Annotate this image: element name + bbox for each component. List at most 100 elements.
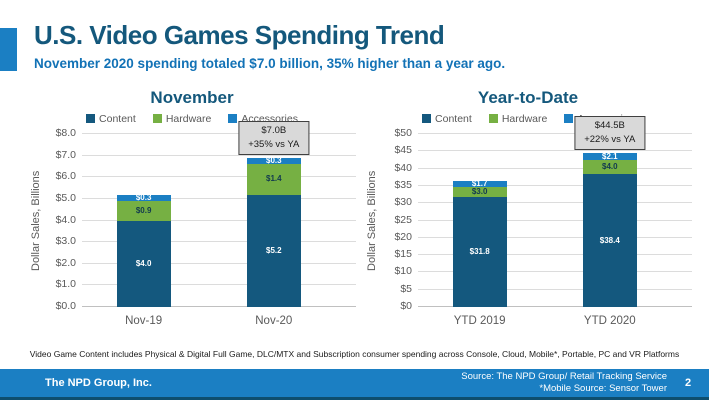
footer-bar: The NPD Group, Inc. Source: The NPD Grou… [0,369,709,400]
gridline [82,219,356,221]
chart-title: Year-to-Date [477,88,579,107]
bar-segment-label: $0.3 [266,156,282,166]
y-tick-label: $4.0 [55,213,76,226]
bar-ytd-2020: $38.4 $4.0 $2.1 [582,134,637,307]
y-axis-title: Dollar Sales, Billions [366,170,378,271]
bar-nov-19: $4.0 $0.9 $0.3 [116,134,171,307]
bar-segment-label: $4.0 [135,258,152,268]
bar-segment-label: $38.4 [599,235,620,245]
gridline [418,167,692,169]
y-tick-label: $15 [394,248,412,261]
gridline [418,150,692,152]
bar-segment-content: $4.0 [116,220,171,307]
gridline [82,284,356,286]
y-tick-label: $8.0 [55,127,76,139]
y-tick-label: $45 [394,144,412,157]
x-axis-label: YTD 2020 [583,315,636,327]
gridline [418,271,692,273]
bar-segment-accessories: $1.7 [452,179,507,187]
annotation-line: +35% vs YA [248,138,300,150]
legend-swatch-icon [86,114,96,123]
bar-segment-accessories: $0.3 [116,192,171,202]
footer-source-line1: Source: The NPD Group/ Retail Tracking S… [461,370,667,382]
plot-row: Dollar Sales, Billions $0.0 $1.0 $2.0 $3.0 $4… [28,121,356,327]
y-axis-ticks: $0.0 $1.0 $2.0 $3.0 $4.0 $5.0 $6.0 $7.0 $8.0 [44,127,82,312]
gridline [418,288,692,290]
bar-segment-hardware: $1.4 [246,164,301,195]
annotation-line: +22% vs YA [584,133,636,145]
y-tick-label: $40 [394,161,412,174]
gridline [418,254,692,256]
legend-item: Hardware [152,113,211,125]
x-axis-label: Nov-20 [255,315,293,327]
plot-area: $4.0 $0.9 $0.3 Nov-19 $5.2 $1.4 $0.3 Nov-20 $7.0… [82,121,356,327]
y-axis-title: Dollar Sales, Billions [30,170,42,271]
x-axis-label: YTD 2019 [453,315,506,327]
gridline [418,133,692,134]
bar-segment-label: $0.3 [135,192,152,202]
title-accent-bar [0,28,17,71]
page-subtitle: November 2020 spending totaled $7.0 bill… [34,56,506,71]
legend-swatch-icon [488,114,498,123]
gridline [418,306,692,307]
plot-area: $31.8 $3.0 $1.7 YTD 2019 $38.4 $4.0 $2.1 YTD 20… [418,116,692,327]
bar-segment-hardware: $4.0 [582,160,637,175]
y-tick-label: $10 [394,265,412,278]
y-tick-label: $30 [394,196,412,209]
bar-segment-content: $31.8 [452,196,507,307]
footer-sources: Source: The NPD Group/ Retail Tracking S… [461,371,667,396]
gridline [82,241,356,243]
legend-item: Content [86,113,136,125]
y-tick-label: $3.0 [55,235,76,248]
gridline [82,133,356,134]
legend-swatch-icon [422,114,432,123]
gridline [418,219,692,221]
legend-item: Content [422,113,472,125]
y-axis-ticks: $0 $5 $10 $15 $20 $25 $30 $35 $40 $45 $50 [380,127,418,312]
bar-segment-label: $2.1 [602,151,618,161]
annotation-line: $44.5B [594,120,625,132]
bar-segment-hardware: $0.9 [116,201,171,221]
legend-label: Content [435,112,472,125]
bar-segment-label: $3.0 [471,186,488,196]
bar-segment-accessories: $2.1 [582,151,637,161]
legend-label: Hardware [501,112,548,125]
gridline [82,197,356,199]
chart-title: November [150,88,234,107]
y-tick-label: $5.0 [55,191,76,204]
legend-swatch-icon [152,114,162,123]
y-tick-label: $1.0 [55,278,76,291]
legend-swatch-icon [228,114,238,123]
gridline [418,236,692,238]
y-tick-label: $0.0 [55,300,76,312]
gridline [82,154,356,156]
bar-segment-label: $5.2 [266,245,282,255]
y-tick-label: $50 [394,127,412,139]
footnote: Video Game Content includes Physical & D… [29,349,680,359]
y-tick-label: $0 [400,300,412,312]
chart-november: November Content Hardware Accessories Dollar… [28,88,356,327]
gridline [418,184,692,186]
annotation-line: $7.0B [261,125,287,137]
bar-nov-20: $5.2 $1.4 $0.3 [246,134,301,307]
footer-source-line2: *Mobile Source: Sensor Tower [539,383,667,394]
y-tick-label: $2.0 [55,256,76,269]
y-tick-label: $20 [394,230,412,243]
bar-segment-label: $0.9 [135,205,152,215]
charts-row: November Content Hardware Accessories Dollar… [28,88,692,327]
gridline [82,176,356,178]
bar-segment-label: $1.4 [266,174,282,184]
bar-segment-content: $5.2 [246,194,301,307]
annotation-callout: $44.5B +22% vs YA [574,116,646,151]
x-axis-label: Nov-19 [125,315,163,327]
y-tick-label: $5 [400,282,412,295]
plot-row: Dollar Sales, Billions $0 $5 $10 $15 $20 $25 $3… [364,116,692,327]
y-tick-label: $6.0 [55,170,76,183]
gridline [82,262,356,264]
y-tick-label: $35 [394,178,412,191]
y-tick-label: $7.0 [55,148,76,161]
legend-item: Hardware [488,112,548,125]
annotation-callout: $7.0B +35% vs YA [238,121,310,155]
legend-swatch-icon [564,114,574,123]
